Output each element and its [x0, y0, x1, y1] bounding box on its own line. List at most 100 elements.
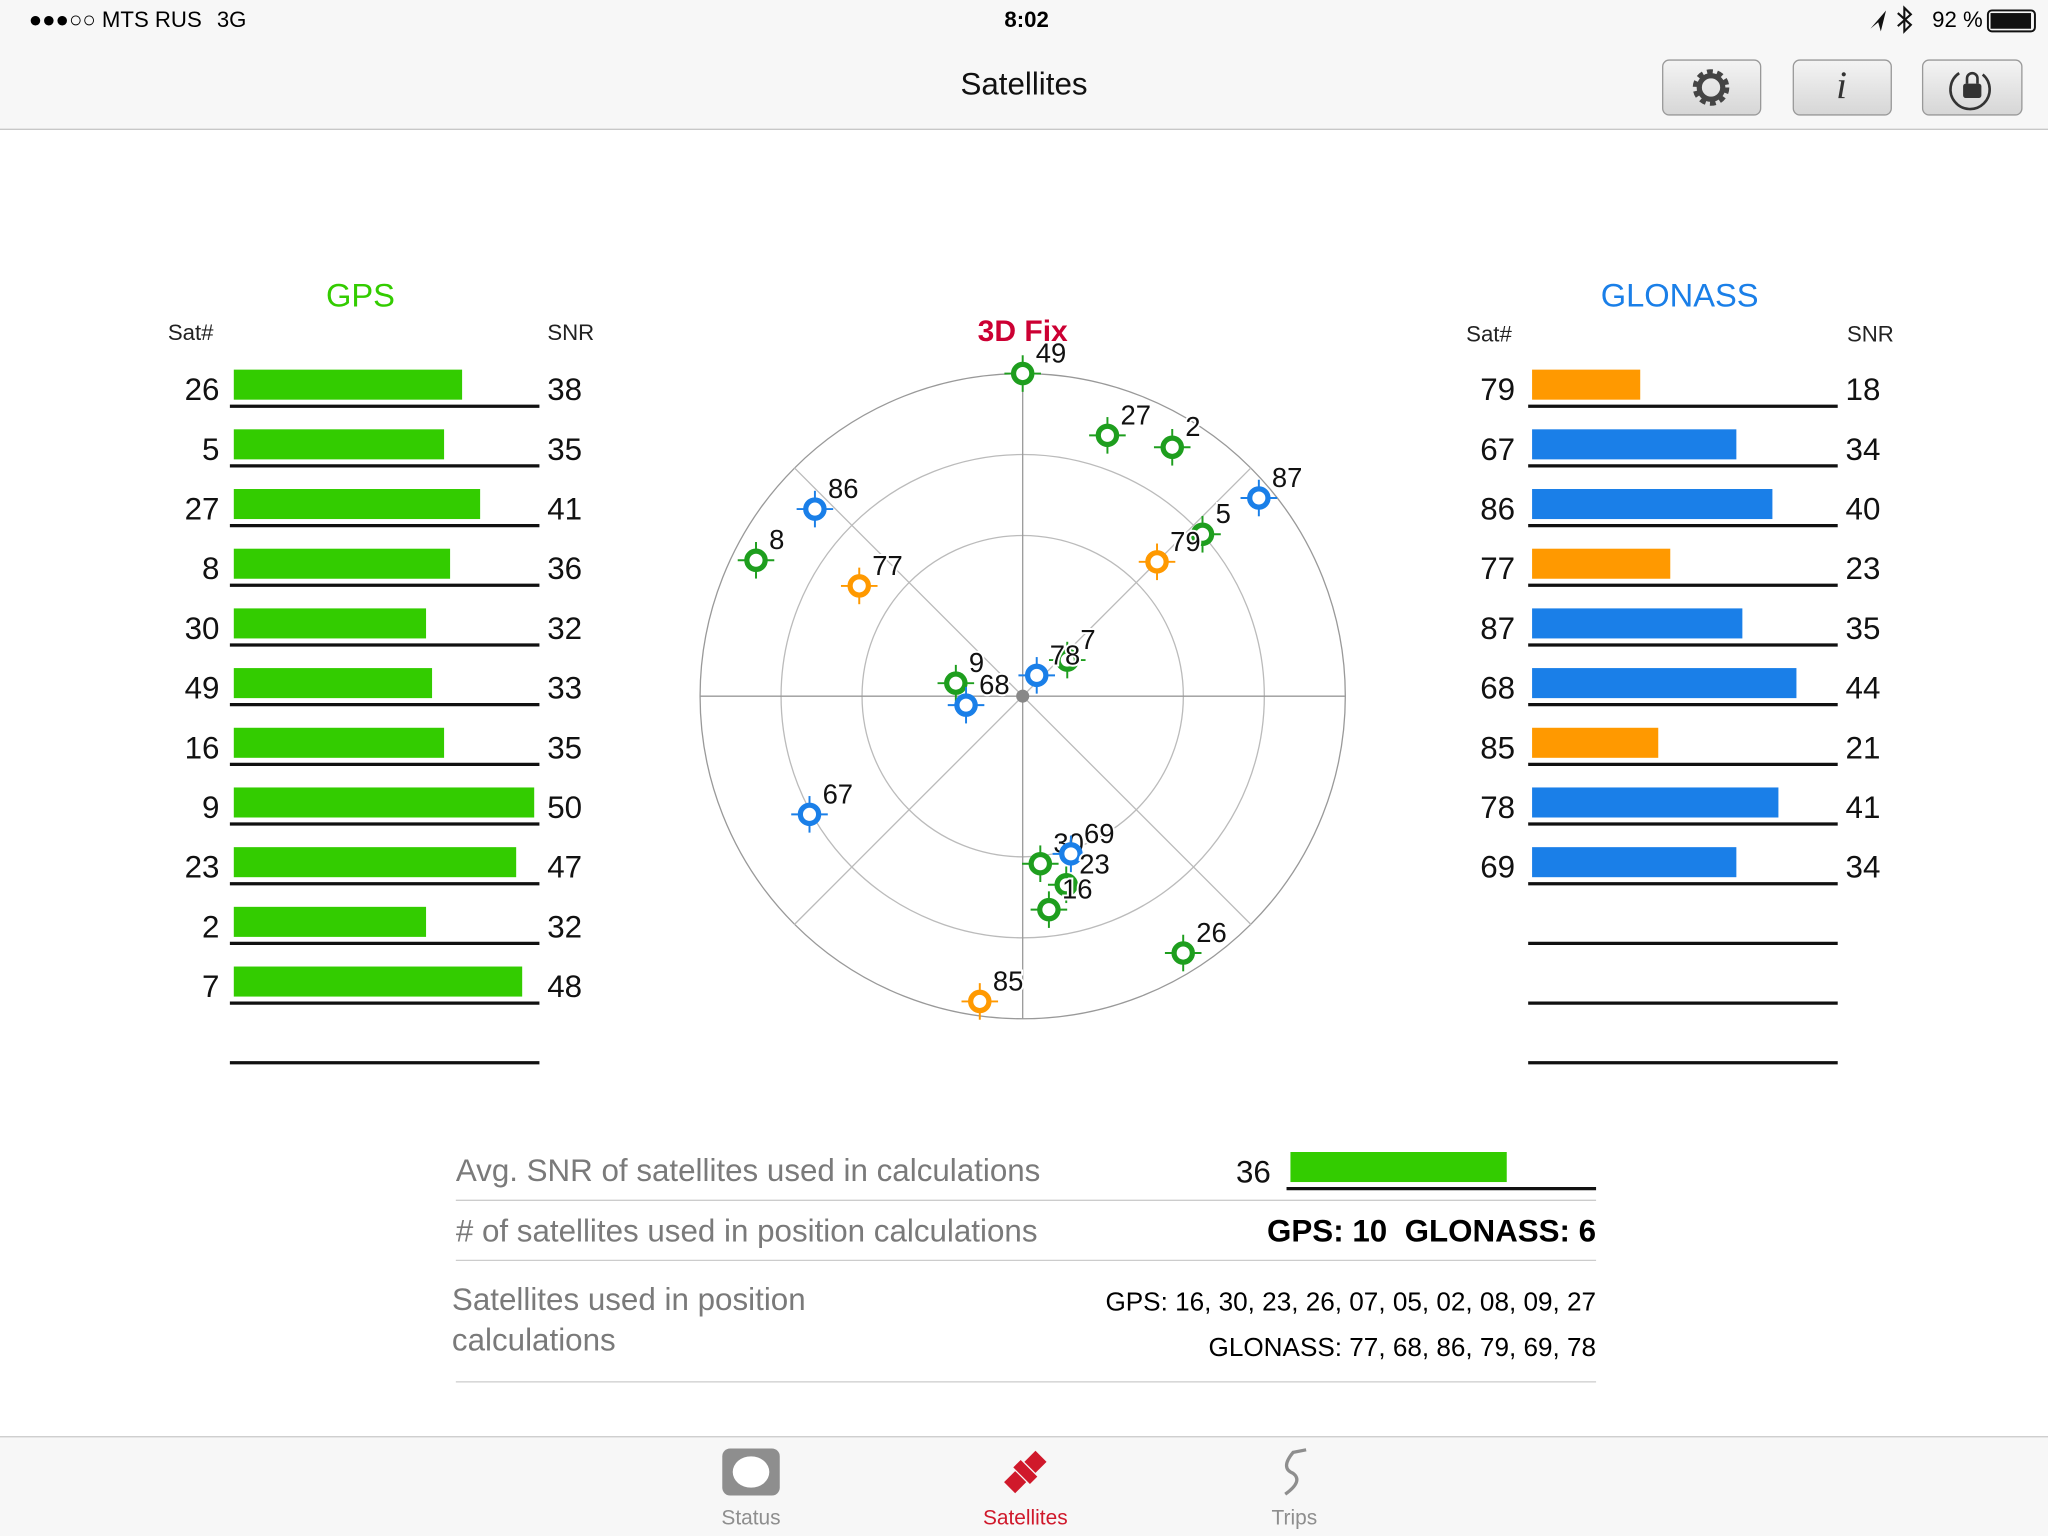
satellite-marker	[954, 693, 978, 717]
trips-tab[interactable]: Trips	[1272, 1448, 1318, 1530]
avg-snr-label: Avg. SNR of satellites used in calculati…	[456, 1153, 1041, 1188]
satellite-marker	[1028, 851, 1053, 876]
satellite-label: 23	[1079, 849, 1109, 880]
count-label: # of satellites used in position calcula…	[456, 1213, 1038, 1248]
fix-status: 3D Fix	[978, 315, 1068, 348]
satellite-label: 7	[1080, 624, 1095, 655]
satellite-marker	[1095, 423, 1120, 448]
satellite-marker	[944, 671, 968, 695]
snr-bar	[1532, 847, 1737, 878]
snr-bar	[233, 966, 523, 997]
snr-bar	[233, 787, 535, 818]
settings-button[interactable]	[1662, 59, 1762, 116]
satellite: 5	[1184, 496, 1233, 553]
satellite: 77	[840, 548, 905, 605]
snr-bar	[233, 668, 433, 699]
sat-number: 78	[1480, 790, 1515, 825]
used-label-box: Satellites used in position calculations	[451, 1282, 806, 1359]
snr-value: 50	[547, 790, 582, 825]
snr-bar	[1532, 727, 1659, 758]
satellite: 16	[1030, 872, 1094, 928]
satellite-marker	[1055, 648, 1080, 672]
satellite: 23	[1047, 847, 1112, 904]
snr-value: 35	[547, 432, 582, 467]
satellites-tab[interactable]: Satellites	[983, 1448, 1068, 1530]
snr-value: 34	[1846, 850, 1881, 885]
satellite: 86	[796, 471, 860, 528]
satellite-label: 67	[823, 778, 853, 809]
svg-text:i: i	[1836, 64, 1847, 107]
info-button[interactable]: i	[1792, 59, 1892, 116]
clock: 8:02	[1004, 7, 1048, 32]
sat-number: 2	[202, 909, 219, 944]
used-gps: GPS: 16, 30, 23, 26, 07, 05, 02, 08, 09,…	[1105, 1286, 1596, 1316]
sat-number: 8	[202, 551, 219, 586]
snr-value: 18	[1846, 372, 1881, 407]
satellite: 67	[791, 776, 855, 833]
sat-number: 79	[1480, 372, 1515, 407]
battery-level	[1990, 13, 2032, 29]
satellite: 9	[937, 645, 986, 702]
carrier: ●●●○○ MTS RUS	[29, 7, 202, 32]
satellite: 27	[1089, 397, 1153, 454]
status-tab[interactable]: Status	[721, 1448, 781, 1530]
satellite-marker	[1059, 842, 1083, 866]
snr-value: 34	[1846, 432, 1881, 467]
snr-value: 41	[1846, 790, 1881, 825]
snr-value: 41	[547, 491, 582, 526]
snr-value: 36	[547, 551, 582, 586]
satellite: 2	[1153, 409, 1203, 466]
gps-title: GPS	[326, 276, 395, 313]
satellite: 85	[961, 963, 1025, 1020]
satellite-marker	[1190, 522, 1215, 547]
snr-bar	[1532, 489, 1773, 520]
tab-label: Trips	[1272, 1507, 1318, 1530]
snr-bar	[233, 847, 517, 878]
sky-satellites: 49272875797789688687767306923162685	[737, 336, 1304, 1020]
count-value: GPS: 10 GLONASS: 6	[1267, 1213, 1596, 1248]
tab-bar	[0, 1436, 2048, 1536]
snr-bar	[233, 906, 427, 937]
satellite-label: 26	[1196, 917, 1226, 948]
snr-bar	[233, 608, 427, 639]
snr-value: 32	[547, 611, 582, 646]
snr-bar	[233, 727, 445, 758]
used-label: Satellites used in position calculations	[451, 1282, 806, 1359]
satellite: 79	[1138, 524, 1203, 581]
satellite-label: 68	[979, 669, 1009, 700]
satellite: 49	[1004, 336, 1068, 392]
rotation-lock-button[interactable]	[1921, 59, 2023, 116]
satellite: 7	[1048, 622, 1098, 679]
snr-bar	[233, 369, 463, 400]
satellite-marker	[1010, 361, 1035, 386]
satellite-marker	[797, 802, 822, 827]
tab-label: Satellites	[983, 1507, 1068, 1530]
sat-number: 9	[202, 790, 219, 825]
snr-value: 40	[1846, 491, 1881, 526]
sat-number: 85	[1480, 730, 1515, 765]
satellite: 26	[1164, 915, 1229, 972]
snr-bar	[1532, 787, 1779, 818]
satellite: 87	[1240, 460, 1304, 517]
satellite-marker	[1171, 941, 1195, 965]
snr-value: 21	[1846, 730, 1881, 765]
sat-number: 7	[202, 969, 219, 1004]
snr-value: 44	[1846, 671, 1881, 706]
gps-sat-header: Sat#	[168, 320, 214, 345]
snr-bar	[1532, 429, 1737, 460]
sat-number: 5	[202, 432, 219, 467]
snr-value: 38	[547, 372, 582, 407]
satellite: 8	[737, 522, 786, 579]
network: 3G	[217, 7, 247, 32]
snr-bar	[233, 489, 481, 520]
sky-grid	[699, 372, 1346, 1020]
satellite-label: 86	[828, 473, 858, 504]
avg-snr-value: 36	[1236, 1154, 1271, 1189]
sat-number: 49	[185, 671, 220, 706]
satellite-marker	[1024, 663, 1049, 688]
nav-title: Satellites	[960, 66, 1087, 101]
satellite-marker	[1037, 897, 1061, 922]
snr-bar	[233, 548, 451, 579]
